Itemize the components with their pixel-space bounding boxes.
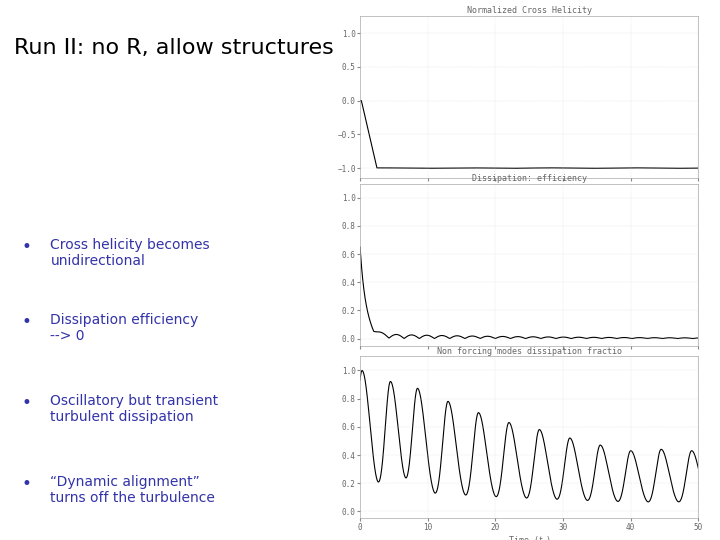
Title: Non forcing modes dissipation fractio: Non forcing modes dissipation fractio	[437, 347, 621, 356]
Text: •: •	[22, 394, 32, 412]
Text: Oscillatory but transient
turbulent dissipation: Oscillatory but transient turbulent diss…	[50, 394, 219, 424]
Title: Dissipation: efficiency: Dissipation: efficiency	[472, 174, 587, 183]
X-axis label: Time ($t_A$): Time ($t_A$)	[508, 535, 551, 540]
Text: Run II: no R, allow structures: Run II: no R, allow structures	[14, 38, 334, 58]
Title: Normalized Cross Helicity: Normalized Cross Helicity	[467, 6, 592, 16]
Text: “Dynamic alignment”
turns off the turbulence: “Dynamic alignment” turns off the turbul…	[50, 475, 215, 505]
Text: •: •	[22, 238, 32, 255]
Text: •: •	[22, 313, 32, 331]
Text: Dissipation efficiency
--> 0: Dissipation efficiency --> 0	[50, 313, 199, 343]
Text: Cross helicity becomes
unidirectional: Cross helicity becomes unidirectional	[50, 238, 210, 268]
Text: •: •	[22, 475, 32, 493]
